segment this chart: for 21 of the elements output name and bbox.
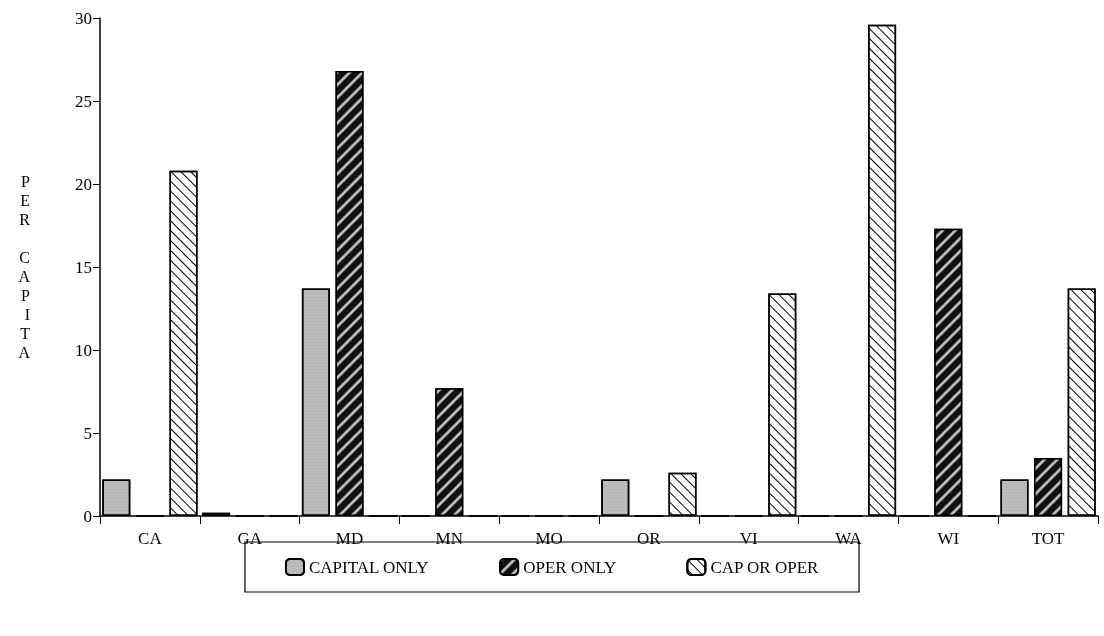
x-tick-label: TOT (1031, 529, 1066, 548)
x-tick-label: GA (237, 529, 263, 548)
legend-label: CAPITAL ONLY (308, 557, 429, 577)
x-tick-label: MD (335, 529, 364, 548)
text: PER CAPITA (18, 173, 30, 361)
y-tick-label: 30 (75, 8, 92, 28)
y-tick-label: 0 (83, 506, 92, 526)
y-tick-label: 25 (75, 91, 92, 111)
x-tick-label: CA (138, 529, 163, 548)
x-tick-label: WA (835, 529, 863, 548)
y-tick-label: 15 (75, 257, 92, 277)
x-tick-label: MN (435, 529, 463, 548)
x-tick-label: VI (739, 529, 758, 548)
y-tick-label: 20 (75, 174, 92, 194)
x-tick-label: OR (637, 529, 662, 548)
x-tick-label: MO (535, 529, 563, 548)
legend-label: OPER ONLY (523, 557, 617, 577)
y-tick-label: 5 (83, 423, 92, 443)
x-tick-label: WI (937, 529, 960, 548)
y-tick-label: 10 (75, 340, 92, 360)
legend-label: CAP OR OPER (710, 557, 820, 577)
